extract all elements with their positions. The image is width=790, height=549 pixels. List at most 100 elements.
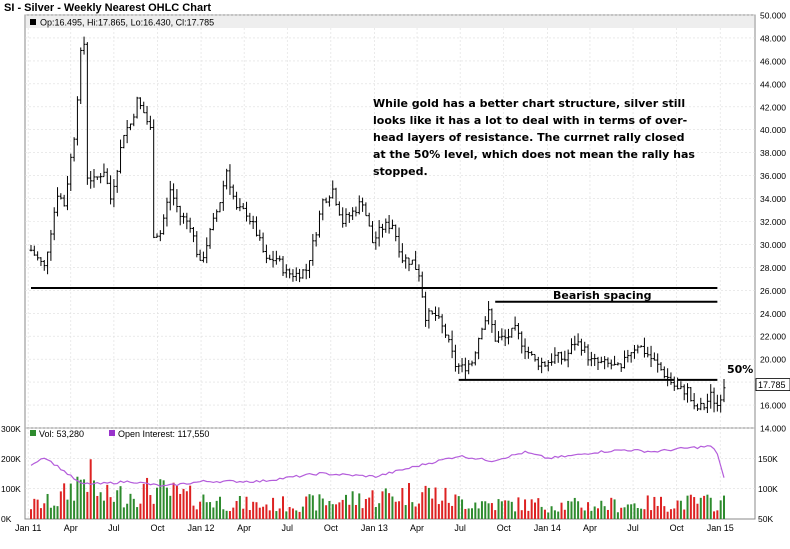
price-tick-label: 24.000 [760, 309, 786, 319]
volume-bar [646, 495, 649, 519]
volume-bar [421, 492, 424, 519]
volume-bar [487, 503, 490, 519]
open-interest-axis-right: 150K 100K 50K [758, 454, 778, 524]
volume-bar [477, 508, 480, 519]
volume-bar [587, 502, 590, 519]
volume-bar [321, 498, 324, 519]
volume-bar [325, 505, 328, 519]
volume-bar [401, 488, 404, 519]
volume-bar [341, 499, 344, 519]
price-tick-label: 30.000 [760, 240, 786, 250]
volume-bar [112, 501, 115, 519]
volume-bar [291, 508, 294, 519]
volume-bar [484, 501, 487, 519]
volume-bar [43, 503, 46, 519]
volume-bar [643, 509, 646, 519]
volume-bar [278, 508, 281, 519]
time-tick-label: Oct [150, 523, 165, 533]
volume-bar [676, 500, 679, 519]
last-price-value: 17.785 [758, 380, 786, 390]
time-tick-label: Oct [324, 523, 339, 533]
volume-bar [331, 504, 334, 519]
price-info: Op:16.495, Hi:17.865, Lo:16.430, Cl:17.7… [40, 18, 214, 28]
volume-bar [328, 501, 331, 519]
volume-bar [89, 459, 92, 519]
volume-bar [209, 502, 212, 519]
volume-bar [461, 499, 464, 519]
volume-bar [563, 509, 566, 519]
volume-bar [504, 500, 507, 519]
volume-bar [199, 501, 202, 519]
volume-bar [371, 490, 374, 519]
price-tick-label: 48.000 [760, 33, 786, 43]
volume-bar [630, 504, 633, 519]
volume-bar [656, 505, 659, 519]
volume-bar [205, 502, 208, 519]
volume-bar [616, 512, 619, 519]
volume-bar [494, 510, 497, 519]
volume-bar [636, 508, 639, 519]
volume-bar [537, 498, 540, 519]
volume-bar [640, 508, 643, 519]
volume-bar [46, 493, 49, 519]
volume-bar [152, 503, 155, 519]
price-legend-swatch [30, 19, 36, 25]
volume-bar [102, 500, 105, 519]
volume-bar [471, 508, 473, 519]
volume-bar [364, 499, 367, 519]
time-tick-label: Jan 11 [15, 523, 41, 533]
volume-bar [650, 510, 653, 519]
volume-bar [693, 497, 696, 519]
volume-bar [560, 502, 563, 519]
volume-bar [567, 500, 570, 519]
volume-bar [185, 491, 188, 519]
volume-bar [427, 487, 430, 519]
volume-bar [172, 482, 175, 519]
volume-bar [500, 501, 503, 519]
price-tick-label: 50.000 [760, 11, 786, 21]
price-tick-label: 26.000 [760, 286, 786, 296]
volume-bar [374, 506, 377, 519]
volume-bar [30, 509, 32, 519]
volume-bar [345, 494, 347, 519]
volume-bar [583, 510, 586, 519]
volume-bar [520, 510, 523, 519]
volume-bar [53, 505, 56, 519]
volume-bar [490, 503, 493, 519]
volume-bar [600, 500, 603, 519]
annotation-line-4: at the 50% level, which does not mean th… [373, 148, 695, 161]
volume-bar [219, 496, 221, 519]
volume-bar [156, 487, 158, 519]
time-tick-label: Jan 14 [534, 523, 561, 533]
volume-bar [606, 509, 609, 519]
volume-bar [437, 504, 440, 519]
volume-bar [527, 510, 530, 519]
volume-bar [265, 504, 268, 519]
time-tick-label: Apr [64, 523, 78, 533]
volume-bar [149, 495, 152, 519]
volume-bar [686, 495, 689, 519]
volume-bar [441, 500, 444, 519]
volume-bar [514, 511, 517, 519]
price-tick-label: 32.000 [760, 217, 786, 227]
volume-bar [351, 491, 354, 519]
price-info-bar [26, 16, 754, 28]
volume-bar [457, 496, 460, 519]
volume-bar [275, 511, 278, 519]
volume-bar [298, 511, 301, 519]
volume-bar [272, 497, 275, 519]
volume-bar [132, 498, 135, 519]
volume-bar [464, 508, 467, 519]
volume-bar [447, 502, 450, 519]
price-tick-label: 42.000 [760, 102, 786, 112]
volume-bar [381, 491, 384, 519]
volume-tick-label: 300K [1, 424, 21, 434]
volume-bar [245, 496, 248, 519]
volume-bar [414, 506, 417, 519]
volume-bar [338, 502, 341, 519]
volume-bar [673, 508, 676, 519]
volume-bar [282, 496, 284, 519]
price-tick-label: 38.000 [760, 148, 786, 158]
volume-bar [703, 495, 706, 519]
